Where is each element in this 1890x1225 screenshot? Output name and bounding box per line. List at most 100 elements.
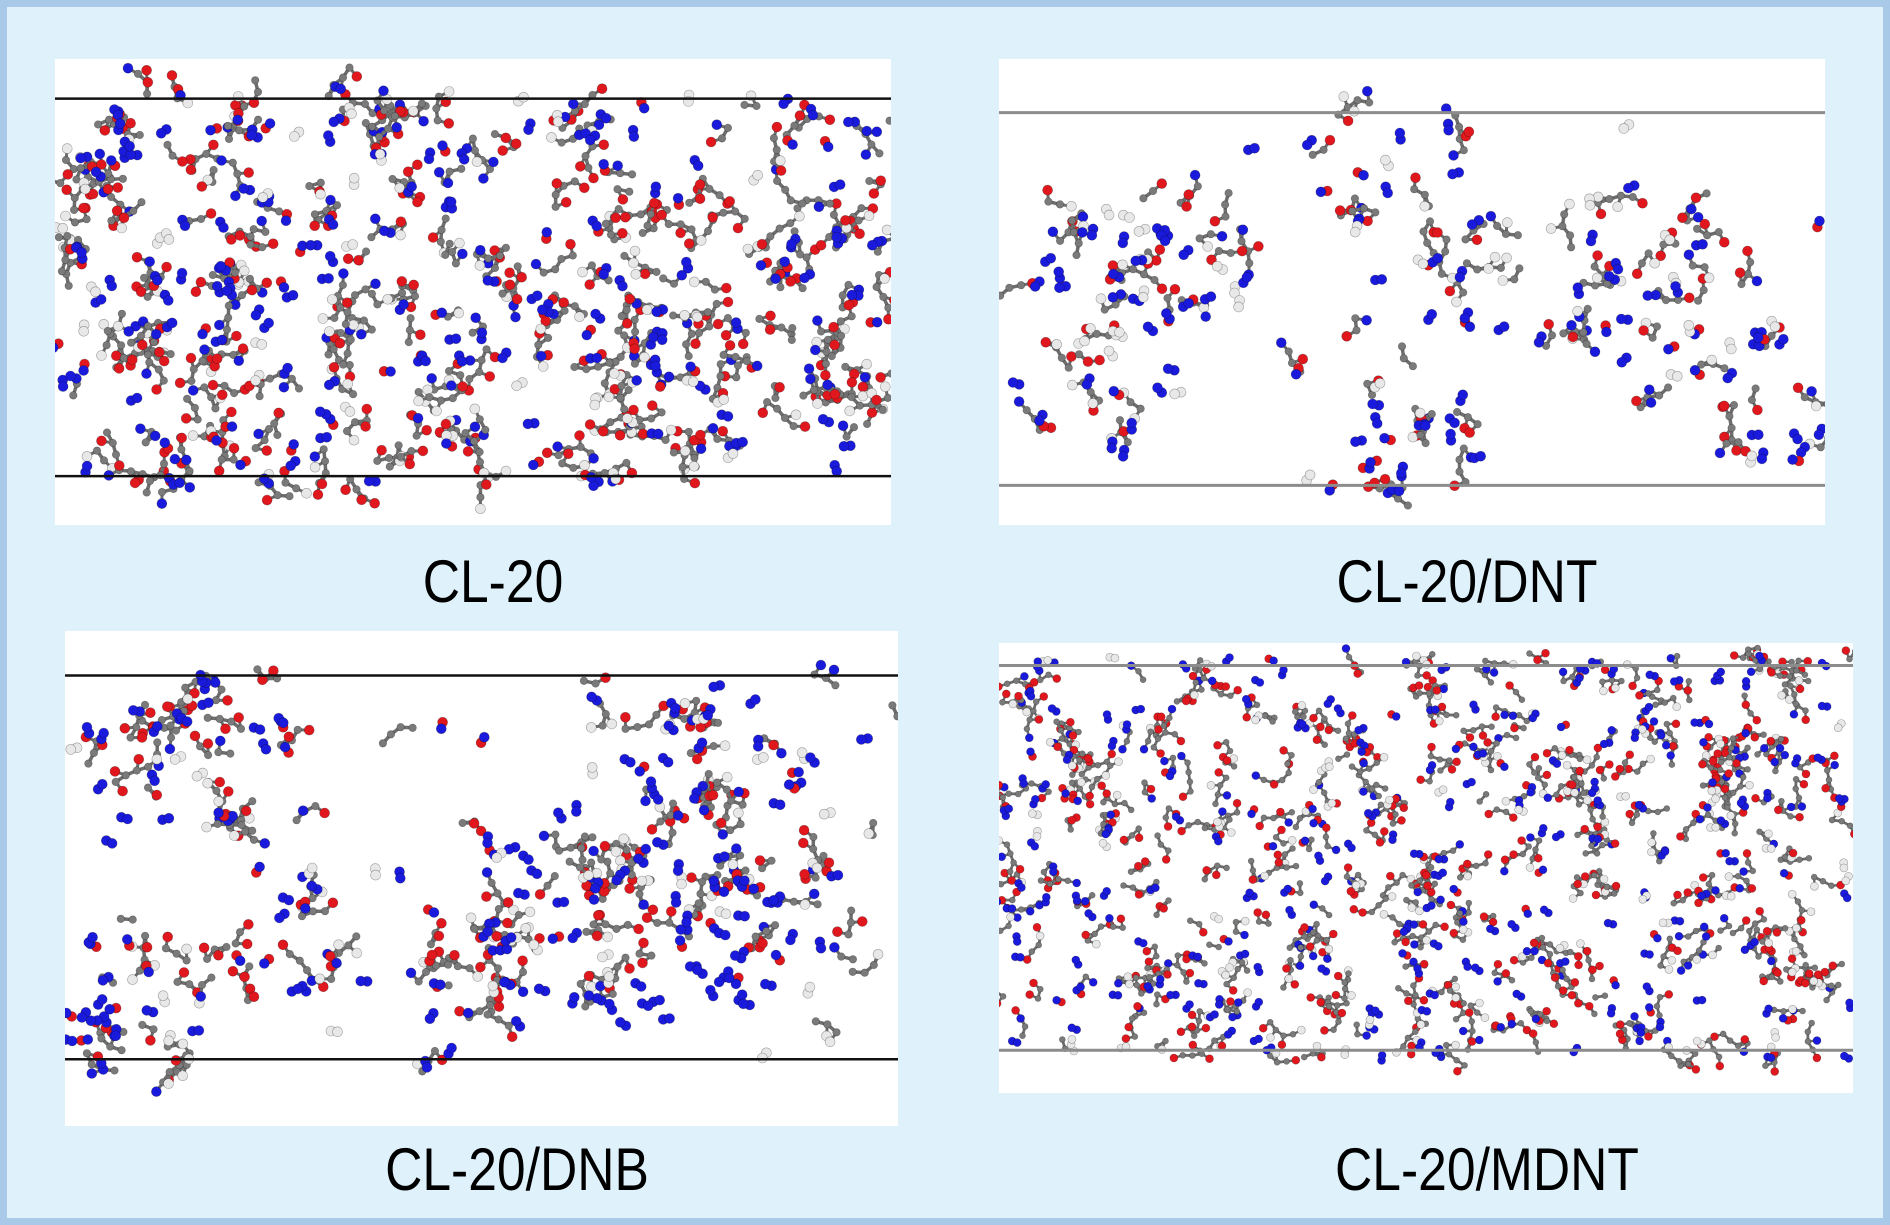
carbon-atom	[716, 360, 725, 369]
nitrogen-atom	[567, 98, 579, 110]
carbon-atom	[888, 701, 897, 710]
n2-fragment-atom	[363, 475, 375, 487]
hydrogen-atom	[443, 86, 455, 97]
carbon-atom	[822, 347, 831, 356]
carbon-atom	[444, 960, 453, 969]
hydrogen-atom	[163, 1078, 174, 1089]
carbon-atom	[490, 129, 500, 139]
hydrogen-atom	[1497, 275, 1509, 286]
carbon-atom	[228, 158, 237, 167]
carbon-atom	[490, 263, 500, 273]
hydrogen-atom	[151, 753, 163, 765]
carbon-atom	[405, 326, 415, 335]
carbon-atom	[1496, 263, 1506, 272]
nitrogen-atom	[462, 1007, 474, 1019]
carbon-atom	[841, 362, 850, 371]
carbon-atom	[733, 361, 743, 370]
carbon-atom	[253, 665, 262, 674]
oxygen-atom	[119, 723, 131, 734]
n2-fragment-atom	[752, 741, 764, 752]
no-fragment-atom	[65, 1007, 72, 1019]
n2-fragment-atom	[1813, 429, 1825, 441]
carbon-atom	[636, 210, 645, 219]
carbon-atom	[287, 374, 296, 383]
hydrogen-atom	[454, 237, 465, 249]
oxygen-atom	[198, 942, 210, 954]
carbon-atom	[465, 964, 474, 973]
carbon-atom	[668, 311, 678, 320]
carbon-atom	[865, 176, 874, 186]
h2-fragment-atom	[163, 234, 175, 245]
n2-fragment-atom	[1161, 308, 1172, 319]
oxygen-atom	[756, 238, 768, 250]
carbon-atom	[237, 291, 246, 300]
carbon-atom	[273, 430, 282, 440]
carbon-atom	[1057, 353, 1066, 362]
carbon-atom	[1599, 841, 1606, 849]
oxygen-atom	[261, 494, 273, 506]
oxygen-atom	[686, 872, 697, 883]
no-fragment-atom	[787, 139, 798, 150]
oxygen-atom	[502, 917, 513, 929]
carbon-atom	[367, 233, 376, 242]
oxygen-atom	[468, 818, 480, 829]
carbon-atom	[606, 418, 615, 427]
oxygen-atom	[600, 672, 611, 684]
oxygen-atom	[312, 489, 324, 500]
nitrogen-atom	[470, 312, 482, 324]
carbon-atom	[1582, 339, 1591, 349]
hydrogen-atom	[1572, 305, 1583, 317]
nitrogen-atom	[253, 428, 264, 440]
carbon-atom	[172, 949, 181, 958]
carbon-atom	[709, 741, 718, 751]
n2-fragment-atom	[600, 112, 612, 124]
n2-fragment-atom	[1753, 429, 1764, 441]
oxygen-atom	[118, 212, 130, 224]
n2-fragment-atom	[1572, 282, 1584, 293]
carbon-atom	[407, 447, 416, 456]
no-fragment-atom	[527, 459, 539, 471]
hydrogen-atom	[879, 381, 891, 393]
carbon-atom	[417, 99, 427, 108]
oxygen-atom	[639, 268, 651, 280]
h2-fragment-atom	[78, 325, 90, 337]
oxygen-atom	[1463, 126, 1475, 138]
n2-fragment-atom	[805, 752, 816, 763]
h2-fragment-atom	[257, 192, 269, 203]
carbon-atom	[587, 858, 596, 867]
n2-fragment-atom	[263, 317, 274, 329]
carbon-atom	[1350, 194, 1360, 203]
oxygen-atom	[1734, 267, 1746, 278]
carbon-atom	[56, 178, 65, 188]
oxygen-atom	[202, 738, 214, 749]
n2-fragment-atom	[633, 853, 644, 864]
oxygen-atom	[404, 458, 416, 470]
carbon-atom	[1195, 234, 1204, 243]
nitrogen-atom	[1589, 346, 1601, 358]
nitrogen-atom	[861, 125, 873, 137]
carbon-atom	[869, 818, 878, 828]
h2-fragment-atom	[1618, 123, 1630, 134]
carbon-atom	[203, 954, 212, 964]
n2-fragment-atom	[558, 896, 570, 908]
carbon-atom	[149, 1025, 158, 1034]
carbon-atom	[1055, 200, 1065, 209]
carbon-atom	[220, 381, 229, 390]
n2-fragment-atom	[406, 181, 418, 192]
carbon-atom	[809, 832, 818, 842]
carbon-atom	[126, 733, 135, 742]
n2-fragment-atom	[723, 972, 735, 984]
carbon-atom	[139, 273, 149, 282]
carbon-atom	[726, 826, 735, 835]
oxygen-atom	[799, 869, 810, 880]
carbon-atom	[1214, 246, 1223, 256]
carbon-atom	[1072, 251, 1081, 260]
carbon-atom	[829, 210, 839, 219]
oxygen-atom	[158, 355, 170, 367]
oxygen-atom	[1631, 395, 1642, 407]
carbon-atom	[1720, 364, 1729, 373]
h2-fragment-atom	[1233, 301, 1244, 313]
carbon-atom	[1463, 413, 1473, 422]
nitrogen-atom	[812, 315, 823, 326]
carbon-atom	[668, 828, 677, 837]
